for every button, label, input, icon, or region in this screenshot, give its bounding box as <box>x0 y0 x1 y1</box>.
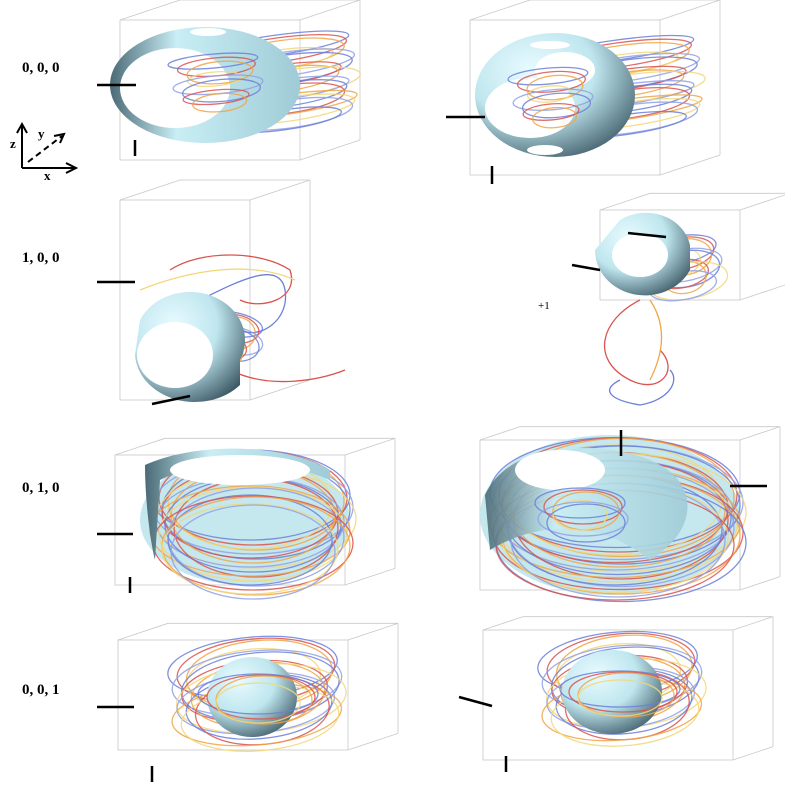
axis-box <box>740 577 780 590</box>
y-arrow <box>28 136 62 162</box>
row-label: 0, 0, 1 <box>22 682 60 698</box>
opening <box>612 233 668 277</box>
streamline <box>605 300 669 385</box>
marker <box>459 697 492 706</box>
axis-label: x <box>44 168 51 183</box>
streamline <box>230 370 345 382</box>
axis-box <box>348 733 398 750</box>
axis-box <box>120 0 360 20</box>
row-label: 0, 0, 0 <box>22 60 60 76</box>
renderings <box>97 0 785 782</box>
opening <box>190 28 226 36</box>
row-label: 1, 0, 0 <box>22 250 60 266</box>
row-label: 0, 1, 0 <box>22 480 60 496</box>
figure: 0, 0, 0 1, 0, 0 0, 1, 0 0, 0, 1 z y x +1 <box>0 0 785 799</box>
opening <box>530 41 570 49</box>
marker <box>572 265 600 270</box>
annotation: +1 <box>538 300 550 312</box>
axis-label: z <box>10 136 16 151</box>
axis-legend <box>17 124 76 173</box>
axis-box <box>740 283 785 300</box>
axis-box <box>470 0 720 20</box>
axis-label: y <box>38 126 45 141</box>
opening <box>515 450 605 490</box>
opening <box>527 145 563 155</box>
sphere <box>207 657 297 737</box>
opening <box>137 322 213 388</box>
axis-box <box>120 180 310 200</box>
axis-box <box>660 155 720 175</box>
axis-box <box>300 140 360 160</box>
streamline <box>610 370 674 405</box>
axis-box <box>600 193 785 210</box>
axis-box <box>483 617 773 630</box>
axis-box <box>733 747 773 760</box>
streamline <box>140 269 295 290</box>
sphere <box>562 650 662 734</box>
axis-box <box>118 623 398 640</box>
axis-box <box>345 568 395 585</box>
axis-box <box>250 380 310 400</box>
streamline <box>650 300 662 380</box>
opening <box>170 455 310 485</box>
